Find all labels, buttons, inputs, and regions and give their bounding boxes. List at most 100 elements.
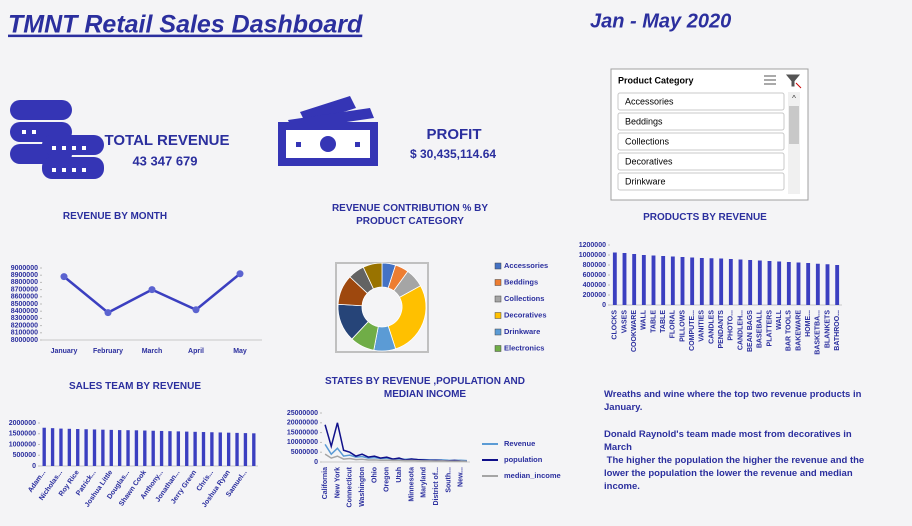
slicer-item-label[interactable]: Accessories bbox=[625, 96, 674, 106]
bar bbox=[699, 258, 704, 305]
bar bbox=[134, 430, 139, 466]
bar bbox=[680, 257, 685, 305]
y-tick-label: 0 bbox=[32, 463, 36, 470]
x-tick-label: New York bbox=[334, 467, 341, 498]
x-tick-label: Minnesota bbox=[408, 467, 415, 502]
bar bbox=[42, 427, 46, 466]
y-tick-label: 800000 bbox=[583, 262, 606, 269]
y-tick-label: 8700000 bbox=[11, 286, 38, 293]
legend-swatch bbox=[494, 345, 502, 352]
point bbox=[192, 306, 200, 314]
y-tick-label: 0 bbox=[314, 459, 318, 466]
slicer-item[interactable] bbox=[617, 152, 785, 171]
bar bbox=[159, 430, 164, 466]
bar bbox=[109, 429, 113, 466]
y-tick-label: 200000 bbox=[583, 292, 606, 299]
slicer-item[interactable] bbox=[617, 92, 785, 111]
x-tick-label: BASEBALL bbox=[757, 309, 764, 348]
bar bbox=[806, 263, 811, 305]
x-tick-label: District of... bbox=[433, 467, 440, 506]
bar bbox=[719, 258, 724, 305]
x-tick-label: BLANKETS bbox=[824, 310, 831, 348]
bar bbox=[728, 259, 733, 305]
x-tick-label: TABLE bbox=[650, 310, 657, 333]
slicer-item[interactable] bbox=[617, 132, 785, 151]
bar bbox=[612, 252, 617, 305]
note: Donald Raynold's team made most from dec… bbox=[604, 429, 855, 453]
x-tick-label: BASKETBA... bbox=[815, 310, 822, 355]
x-tick-label: BAR TOOLS bbox=[786, 310, 793, 351]
bar bbox=[777, 261, 782, 305]
legend-label: Beddings bbox=[504, 277, 538, 286]
bar bbox=[709, 258, 714, 305]
bar bbox=[757, 260, 762, 305]
x-tick-label: BAKEWARE bbox=[795, 310, 802, 351]
y-tick-label: 8300000 bbox=[11, 315, 38, 322]
slicer-item-label[interactable]: Drinkware bbox=[625, 176, 666, 186]
slicer-item[interactable] bbox=[617, 172, 785, 191]
legend-label: population bbox=[504, 455, 543, 464]
chart-title: PRODUCTS BY REVENUE bbox=[643, 212, 767, 223]
y-tick-label: 15000000 bbox=[287, 429, 318, 436]
x-tick-label: PILLOWS bbox=[679, 310, 686, 342]
slicer-item[interactable] bbox=[617, 112, 785, 131]
slicer-item-label[interactable]: Decoratives bbox=[625, 156, 673, 166]
legend-swatch bbox=[494, 328, 502, 336]
bar bbox=[622, 253, 627, 305]
x-tick-label: Ohio bbox=[371, 467, 378, 483]
x-tick-label: South... bbox=[445, 467, 452, 493]
note: Wreaths and wine where the top two reven… bbox=[604, 389, 865, 413]
x-tick-label: BATHROO... bbox=[834, 310, 841, 351]
bar bbox=[786, 262, 791, 305]
x-tick-label: PENDANTS bbox=[718, 310, 725, 349]
y-tick-label: 500000 bbox=[13, 452, 36, 459]
bar bbox=[738, 259, 743, 305]
x-tick-label: March bbox=[142, 348, 163, 355]
x-tick-label: January bbox=[51, 348, 78, 355]
bar bbox=[670, 256, 675, 305]
chart-title: SALES TEAM BY REVENUE bbox=[68, 381, 202, 392]
bar bbox=[661, 256, 666, 305]
x-tick-label: COOKWARE bbox=[631, 310, 638, 352]
slicer-item-label[interactable]: Collections bbox=[625, 136, 670, 146]
bar bbox=[218, 432, 222, 466]
bar bbox=[151, 430, 155, 466]
y-tick-label: 0 bbox=[602, 302, 606, 309]
legend-label: Decoratives bbox=[504, 310, 547, 319]
bar bbox=[243, 433, 248, 466]
bar bbox=[201, 432, 206, 466]
x-tick-label: California bbox=[322, 467, 329, 499]
bar bbox=[168, 431, 172, 466]
x-tick-label: Maryland bbox=[421, 467, 428, 498]
bar bbox=[767, 261, 772, 305]
bar bbox=[84, 429, 88, 466]
bar bbox=[59, 428, 63, 466]
money-icon bbox=[278, 96, 378, 166]
bar bbox=[185, 431, 189, 466]
legend-swatch bbox=[494, 279, 502, 286]
x-tick-label: February bbox=[93, 348, 123, 355]
y-tick-label: 8500000 bbox=[11, 301, 38, 308]
legend-label: Accessories bbox=[504, 261, 548, 270]
slicer-icons[interactable] bbox=[764, 74, 802, 89]
slicer-item-label[interactable]: Beddings bbox=[625, 116, 663, 126]
x-tick-label: CANDLES bbox=[708, 310, 715, 344]
donut-slice bbox=[362, 262, 383, 290]
bar bbox=[176, 431, 181, 466]
bar bbox=[632, 254, 637, 305]
y-tick-label: 8400000 bbox=[11, 308, 38, 315]
bar bbox=[101, 429, 105, 466]
chart-title: REVENUE CONTRIBUTION % BY PRODUCT CATEGO… bbox=[331, 203, 489, 227]
kpi-label: PROFIT bbox=[427, 126, 482, 143]
bar bbox=[796, 262, 801, 305]
x-tick-label: New... bbox=[458, 467, 465, 487]
legend-swatch bbox=[494, 312, 502, 319]
bar bbox=[92, 429, 97, 466]
bar bbox=[226, 432, 231, 466]
legend-label: Drinkware bbox=[504, 327, 540, 336]
bar bbox=[193, 431, 197, 466]
y-tick-label: 600000 bbox=[583, 272, 606, 279]
legend-swatch bbox=[494, 295, 502, 303]
scroll-up[interactable]: ^ bbox=[792, 94, 796, 103]
